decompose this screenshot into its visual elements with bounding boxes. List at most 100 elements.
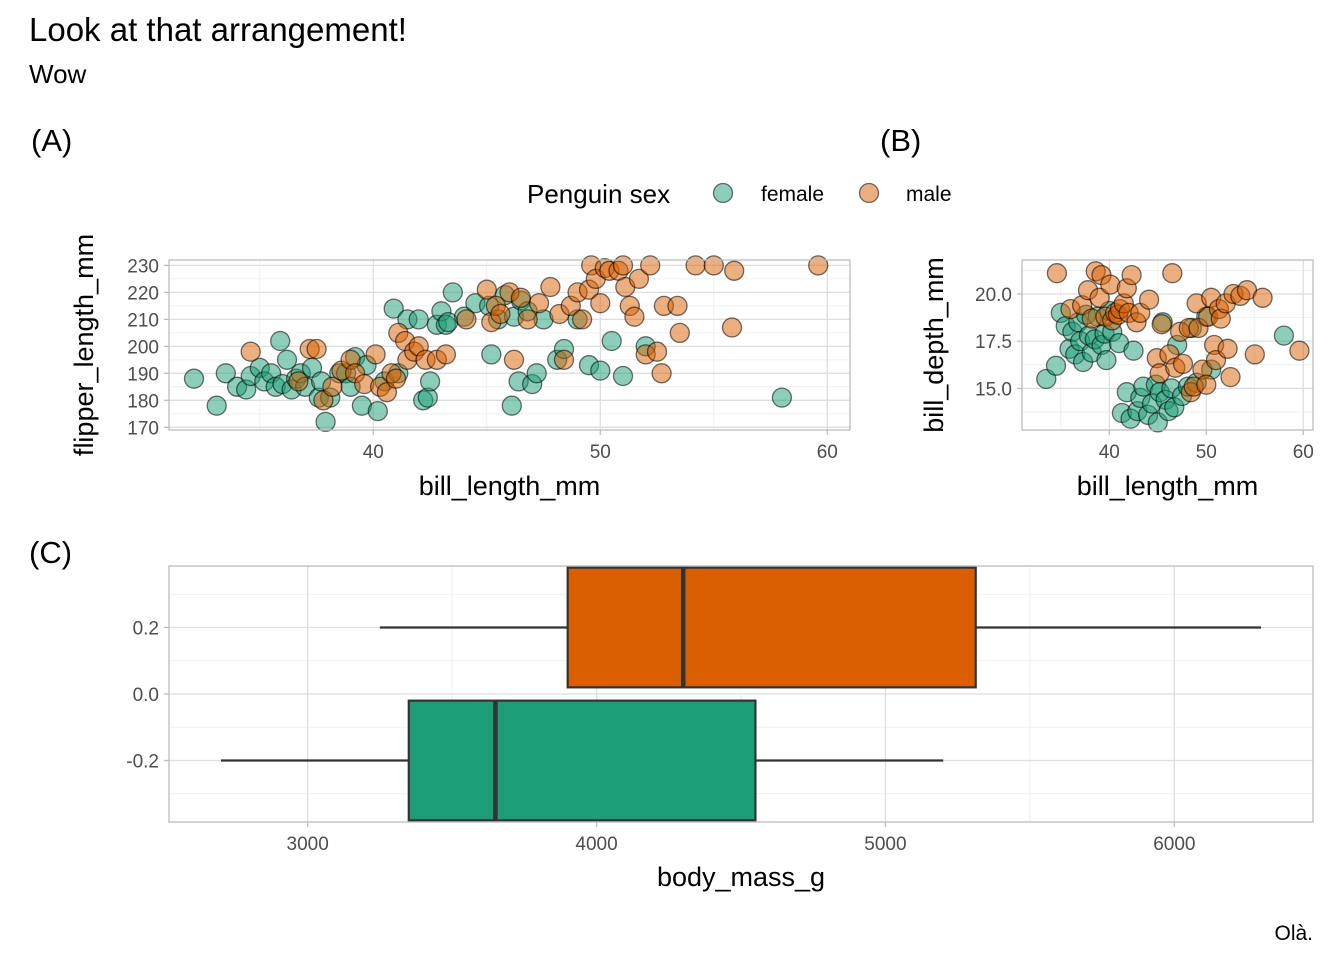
point-female <box>206 395 227 416</box>
y-tick-label: 180 <box>127 391 159 412</box>
point-male <box>1100 274 1121 295</box>
point-male <box>571 309 593 330</box>
figure-title: Look at that arrangement! <box>29 11 407 48</box>
y-tick-label: -0.2 <box>126 751 159 772</box>
y-axis-title: bill_depth_mm <box>919 257 949 433</box>
point-male <box>490 303 511 325</box>
y-tick-label: 210 <box>127 310 159 331</box>
x-axis-title: body_mass_g <box>657 862 825 892</box>
point-male <box>240 341 261 362</box>
point-male <box>322 376 343 397</box>
point-male <box>667 295 688 317</box>
point-female <box>276 349 298 370</box>
point-female <box>442 282 463 303</box>
point-male <box>385 368 407 389</box>
panel-c-plot: 3000 4000 5000 6000 -0.2 0.0 0.2 body_mass_g <box>126 565 1314 892</box>
legend-label-female: female <box>761 183 824 206</box>
y-tick-label: 17.5 <box>975 332 1012 353</box>
point-male <box>1089 287 1110 308</box>
legend-label-male: male <box>906 183 952 206</box>
point-female <box>383 298 404 319</box>
y-axis-title: flipper_length_mm <box>69 234 99 456</box>
point-male <box>1244 344 1265 365</box>
point-male <box>612 255 634 276</box>
point-female <box>612 365 634 387</box>
point-female <box>601 330 622 352</box>
point-female <box>183 368 205 389</box>
y-tick-label: 220 <box>127 283 159 304</box>
point-female <box>215 363 236 384</box>
y-tick-label: 0.2 <box>133 619 159 640</box>
point-male <box>685 255 706 276</box>
panel-b-border <box>1021 259 1314 431</box>
legend: Penguin sex female male <box>527 179 952 209</box>
x-tick-label: 60 <box>1293 442 1314 463</box>
point-male <box>476 279 497 300</box>
y-tick-label: 200 <box>127 337 159 358</box>
point-female <box>1045 355 1067 376</box>
x-tick-label: 40 <box>363 442 384 463</box>
point-male <box>808 255 829 276</box>
x-axis-title: bill_length_mm <box>1077 471 1259 501</box>
point-male <box>724 260 745 281</box>
point-male <box>703 255 724 276</box>
point-male <box>1138 289 1160 310</box>
point-female <box>1123 340 1144 361</box>
point-female <box>1273 325 1295 346</box>
point-female <box>771 387 793 408</box>
box-female <box>407 699 757 822</box>
point-male <box>640 255 661 276</box>
point-male <box>503 349 525 370</box>
point-male <box>1220 366 1241 388</box>
point-male <box>288 371 309 392</box>
point-male <box>528 293 550 314</box>
point-male <box>510 287 532 308</box>
legend-key-female <box>712 182 734 204</box>
y-tick-label: 0.0 <box>133 685 159 706</box>
y-tick-label: 15.0 <box>975 379 1012 400</box>
point-female <box>367 400 388 422</box>
panel-a-tag: (A) <box>31 123 72 158</box>
point-male <box>435 344 457 365</box>
panel-c-tag: (C) <box>29 535 72 570</box>
y-tick-label: 190 <box>127 364 159 385</box>
point-male <box>1196 374 1217 395</box>
point-male <box>1289 340 1310 361</box>
x-tick-label: 5000 <box>864 834 906 855</box>
point-male <box>1121 264 1142 286</box>
point-male <box>646 341 668 362</box>
x-tick-label: 4000 <box>575 834 617 855</box>
x-tick-label: 6000 <box>1153 834 1195 855</box>
point-male <box>553 349 575 370</box>
point-female <box>408 309 429 330</box>
point-male <box>540 276 561 298</box>
x-tick-label: 40 <box>1099 442 1120 463</box>
legend-key-male <box>858 182 880 204</box>
point-female <box>526 363 547 384</box>
point-female <box>590 360 611 381</box>
y-tick-label: 20.0 <box>975 285 1012 306</box>
figure-subtitle: Wow <box>29 59 87 89</box>
point-male <box>1172 353 1194 375</box>
point-male <box>651 363 672 384</box>
legend-title: Penguin sex <box>527 179 670 209</box>
x-tick-label: 60 <box>817 442 838 463</box>
x-tick-label: 50 <box>590 442 611 463</box>
panel-b-tag: (B) <box>880 123 921 158</box>
point-female <box>481 344 502 365</box>
point-male <box>306 338 327 360</box>
box-male <box>566 566 977 689</box>
point-male <box>1162 263 1183 284</box>
point-male <box>590 293 611 314</box>
point-male <box>365 344 386 365</box>
point-male <box>624 306 645 327</box>
x-axis-title: bill_length_mm <box>419 471 601 501</box>
point-male <box>669 322 690 344</box>
figure-caption: Olà. <box>1274 922 1313 945</box>
point-male <box>456 309 477 330</box>
x-tick-label: 3000 <box>287 834 329 855</box>
panel-a-border <box>168 259 851 431</box>
panel-a-plot: 40 50 60 170 180 190 200 210 220 230 bill_length_m… <box>69 234 851 501</box>
point-male <box>1046 263 1068 284</box>
